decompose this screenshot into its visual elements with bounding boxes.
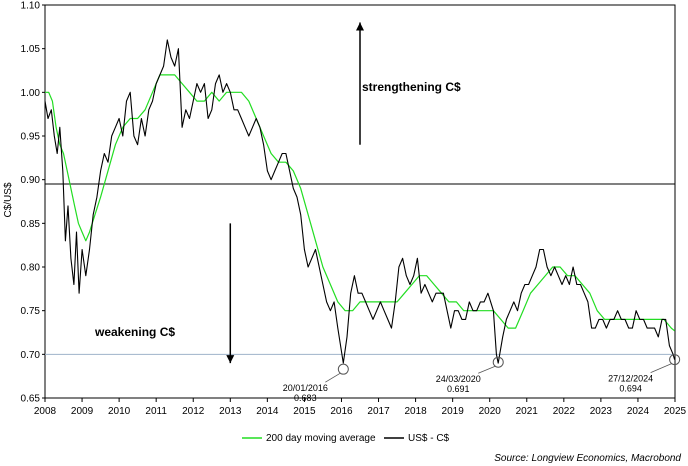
source-note: Source: Longview Economics, Macrobond bbox=[494, 453, 681, 464]
annotation-date-0: 20/01/2016 bbox=[283, 383, 328, 393]
annotation-value-2: 0.694 bbox=[619, 384, 642, 394]
y-tick-label-8: 1.05 bbox=[21, 44, 41, 55]
y-tick-label-2: 0.75 bbox=[21, 306, 41, 317]
y-tick-label-9: 1.10 bbox=[21, 1, 41, 12]
series-line-ma bbox=[45, 74, 675, 332]
annotation-value-0: 0.683 bbox=[294, 393, 317, 403]
y-axis-label: C$/US$ bbox=[3, 182, 14, 217]
y-tick-label-3: 0.80 bbox=[21, 263, 41, 274]
x-tick-label-3: 2011 bbox=[145, 406, 167, 417]
annotation-date-1: 24/03/2020 bbox=[436, 374, 481, 384]
x-tick-label-17: 2025 bbox=[664, 406, 687, 417]
x-tick-label-15: 2023 bbox=[590, 406, 613, 417]
up-arrow-head bbox=[356, 22, 364, 31]
weakening-label: weakening C$ bbox=[94, 325, 175, 339]
annotation-leader-0 bbox=[325, 372, 341, 383]
y-tick-label-5: 0.90 bbox=[21, 175, 41, 186]
legend-label-spot: US$ - C$ bbox=[408, 433, 450, 444]
annotation-value-1: 0.691 bbox=[447, 384, 470, 394]
x-tick-label-0: 2008 bbox=[34, 406, 57, 417]
x-tick-label-2: 2010 bbox=[108, 406, 131, 417]
annotation-leader-2 bbox=[650, 363, 672, 373]
legend-label-ma: 200 day moving average bbox=[266, 433, 376, 444]
legend: 200 day moving average US$ - C$ bbox=[242, 433, 450, 444]
x-tick-label-6: 2014 bbox=[256, 406, 279, 417]
y-tick-label-4: 0.85 bbox=[21, 219, 41, 230]
series-line-spot bbox=[44, 39, 676, 364]
x-tick-label-12: 2020 bbox=[479, 406, 502, 417]
x-tick-label-16: 2024 bbox=[627, 406, 650, 417]
y-tick-label-1: 0.70 bbox=[21, 350, 41, 361]
x-tick-label-14: 2022 bbox=[553, 406, 576, 417]
y-tick-label-6: 0.95 bbox=[21, 132, 41, 143]
x-tick-label-1: 2009 bbox=[71, 406, 94, 417]
x-tick-label-7: 2015 bbox=[293, 406, 316, 417]
x-tick-label-13: 2021 bbox=[516, 406, 539, 417]
x-tick-label-10: 2018 bbox=[404, 406, 427, 417]
x-tick-label-8: 2016 bbox=[330, 406, 353, 417]
annotation-circle-2 bbox=[669, 354, 681, 366]
annotation-leader-1 bbox=[478, 365, 496, 374]
down-arrow-head bbox=[226, 355, 235, 364]
x-tick-label-5: 2013 bbox=[219, 406, 242, 417]
y-tick-label-0: 0.65 bbox=[21, 394, 41, 405]
annotation-date-2: 27/12/2024 bbox=[608, 374, 653, 384]
strengthening-label: strengthening C$ bbox=[362, 80, 461, 94]
y-tick-label-7: 1.00 bbox=[21, 88, 41, 99]
annotation-circle-1 bbox=[492, 356, 504, 368]
x-tick-label-4: 2012 bbox=[182, 406, 205, 417]
x-tick-label-11: 2019 bbox=[442, 406, 465, 417]
annotation-circle-0 bbox=[337, 363, 349, 375]
x-tick-label-9: 2017 bbox=[367, 406, 390, 417]
